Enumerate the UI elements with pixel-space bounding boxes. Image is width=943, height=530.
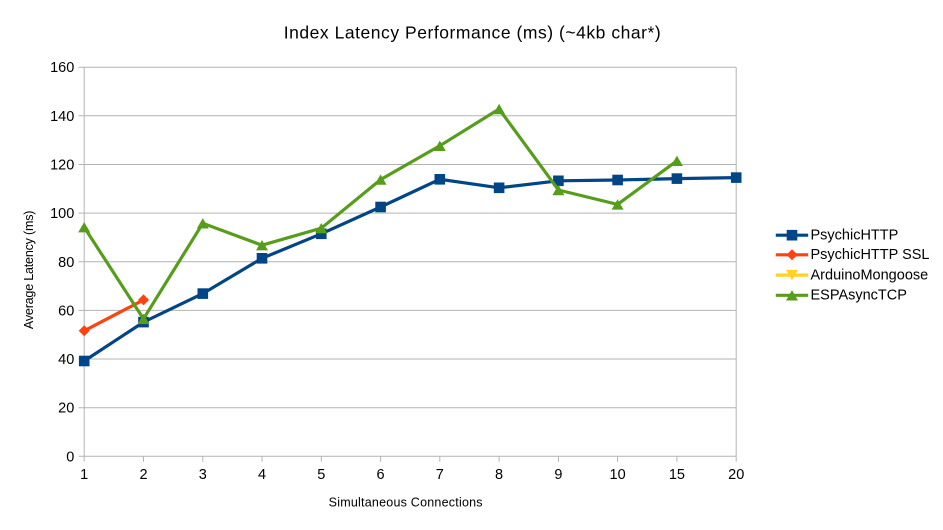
svg-text:9: 9 — [554, 467, 562, 483]
svg-text:1: 1 — [80, 467, 88, 483]
svg-text:8: 8 — [495, 467, 503, 483]
svg-text:PsychicHTTP SSL: PsychicHTTP SSL — [811, 247, 930, 263]
svg-text:40: 40 — [58, 352, 74, 368]
svg-text:PsychicHTTP: PsychicHTTP — [811, 228, 899, 244]
svg-text:3: 3 — [199, 467, 207, 483]
svg-text:2: 2 — [139, 467, 147, 483]
svg-text:7: 7 — [436, 467, 444, 483]
svg-text:5: 5 — [317, 467, 325, 483]
svg-text:160: 160 — [50, 60, 74, 76]
svg-text:120: 120 — [50, 158, 74, 174]
svg-text:Average Latency (ms): Average Latency (ms) — [22, 210, 36, 329]
svg-text:ArduinoMongoose: ArduinoMongoose — [811, 268, 929, 284]
svg-text:60: 60 — [58, 303, 74, 319]
svg-text:10: 10 — [610, 467, 626, 483]
svg-text:20: 20 — [728, 467, 744, 483]
svg-text:4: 4 — [258, 467, 266, 483]
svg-text:20: 20 — [58, 401, 74, 417]
svg-text:Simultaneous Connections: Simultaneous Connections — [329, 496, 483, 510]
svg-text:6: 6 — [377, 467, 385, 483]
svg-text:100: 100 — [50, 206, 74, 222]
svg-text:Index Latency Performance (ms): Index Latency Performance (ms) (~4kb cha… — [284, 23, 661, 43]
svg-text:0: 0 — [66, 449, 74, 465]
svg-text:15: 15 — [669, 467, 685, 483]
svg-text:140: 140 — [50, 109, 74, 125]
svg-text:80: 80 — [58, 255, 74, 271]
svg-text:ESPAsyncTCP: ESPAsyncTCP — [811, 288, 907, 304]
